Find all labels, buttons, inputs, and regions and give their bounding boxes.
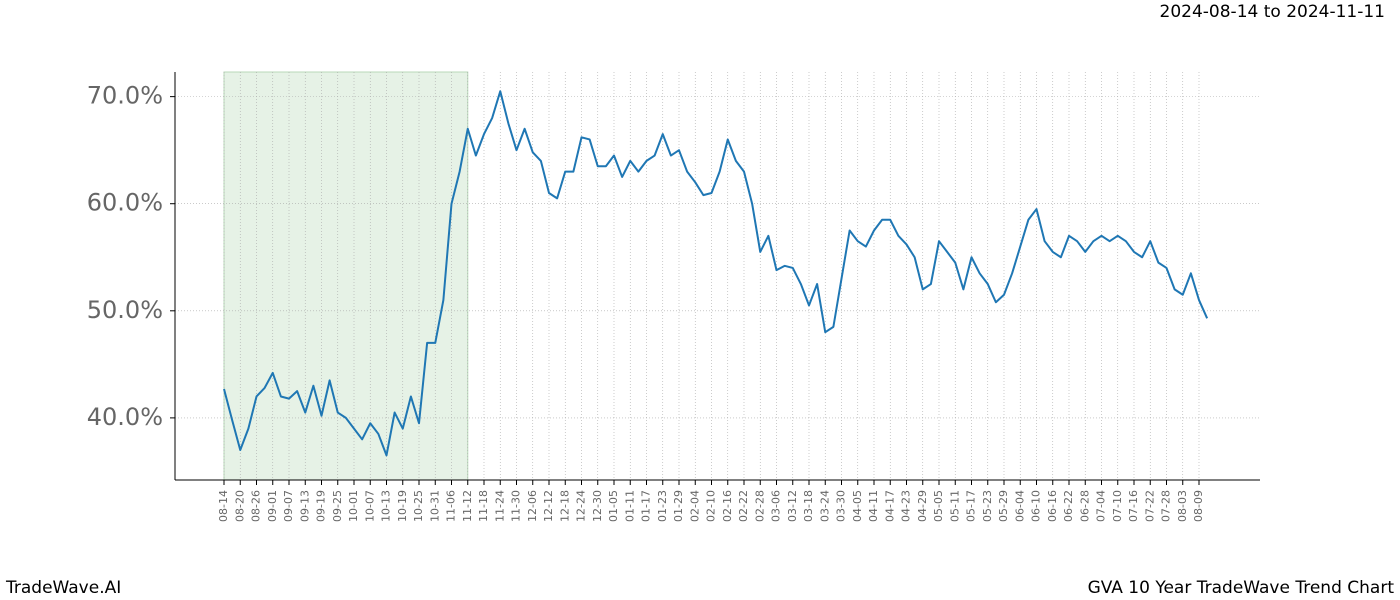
chart-title: GVA 10 Year TradeWave Trend Chart: [1088, 578, 1395, 598]
x-tick-label: 02-04: [688, 490, 701, 522]
x-tick-label: 10-07: [363, 490, 376, 522]
x-tick-label: 05-17: [965, 490, 978, 522]
x-tick-label: 02-28: [753, 490, 766, 522]
x-tick-label: 06-04: [1013, 490, 1026, 522]
x-tick-label: 10-19: [396, 490, 409, 522]
x-tick-label: 04-11: [867, 490, 880, 522]
x-tick-label: 07-22: [1143, 490, 1156, 522]
y-tick-label: 60.0%: [87, 189, 163, 217]
x-tick-label: 03-06: [770, 490, 783, 522]
x-tick-label: 11-30: [510, 490, 523, 522]
x-tick-label: 11-18: [477, 490, 490, 522]
x-tick-label: 02-10: [705, 490, 718, 522]
x-tick-label: 09-19: [315, 490, 328, 522]
x-tick-label: 01-11: [623, 490, 636, 522]
x-tick-label: 12-24: [575, 490, 588, 522]
x-tick-label: 06-28: [1078, 490, 1091, 522]
x-tick-label: 01-29: [672, 490, 685, 522]
y-tick-label: 50.0%: [87, 296, 163, 324]
x-tick-label: 05-29: [997, 490, 1010, 522]
x-tick-label: 11-24: [493, 490, 506, 522]
x-tick-label: 09-25: [331, 490, 344, 522]
chart-subtitle: 2024-08-14 to 2024-11-11: [1160, 2, 1385, 22]
x-tick-label: 03-18: [802, 490, 815, 522]
x-tick-label: 02-22: [737, 490, 750, 522]
x-tick-label: 01-05: [607, 490, 620, 522]
x-tick-label: 04-29: [916, 490, 929, 522]
x-tick-label: 12-12: [542, 490, 555, 522]
x-tick-label: 03-24: [818, 490, 831, 522]
x-tick-label: 07-10: [1111, 490, 1124, 522]
x-tick-label: 09-13: [298, 490, 311, 522]
x-tick-label: 10-25: [412, 490, 425, 522]
x-tick-label: 07-16: [1127, 490, 1140, 522]
x-tick-label: 07-28: [1160, 490, 1173, 522]
x-tick-label: 02-16: [721, 490, 734, 522]
x-tick-label: 09-07: [282, 490, 295, 522]
x-tick-label: 11-06: [445, 490, 458, 522]
x-tick-label: 05-23: [981, 490, 994, 522]
x-tick-label: 08-20: [233, 490, 246, 522]
x-tick-label: 03-30: [835, 490, 848, 522]
x-tick-label: 11-12: [461, 490, 474, 522]
x-tick-label: 06-22: [1062, 490, 1075, 522]
x-tick-label: 08-09: [1192, 490, 1205, 522]
y-tick-label: 40.0%: [87, 403, 163, 431]
x-tick-label: 08-03: [1176, 490, 1189, 522]
x-tick-label: 01-23: [656, 490, 669, 522]
x-tick-label: 10-01: [347, 490, 360, 522]
y-tick-label: 70.0%: [87, 82, 163, 110]
x-tick-label: 06-10: [1030, 490, 1043, 522]
x-tick-label: 03-12: [786, 490, 799, 522]
highlight-span: [223, 71, 469, 481]
x-tick-label: 06-16: [1046, 490, 1059, 522]
x-tick-label: 08-26: [250, 490, 263, 522]
x-tick-label: 04-23: [900, 490, 913, 522]
x-tick-label: 12-06: [526, 490, 539, 522]
x-tick-label: 05-05: [932, 490, 945, 522]
x-tick-label: 10-13: [380, 490, 393, 522]
x-tick-label: 12-30: [591, 490, 604, 522]
x-tick-label: 12-18: [558, 490, 571, 522]
x-tick-label: 01-17: [640, 490, 653, 522]
brand: TradeWave.AI: [5, 578, 121, 598]
x-tick-label: 08-14: [217, 490, 230, 522]
x-tick-label: 09-01: [266, 490, 279, 522]
x-tick-label: 05-11: [948, 490, 961, 522]
x-tick-label: 07-04: [1095, 490, 1108, 522]
x-tick-label: 04-05: [851, 490, 864, 522]
x-tick-label: 10-31: [428, 490, 441, 522]
trend-line: [223, 90, 1209, 457]
x-tick-label: 04-17: [883, 490, 896, 522]
